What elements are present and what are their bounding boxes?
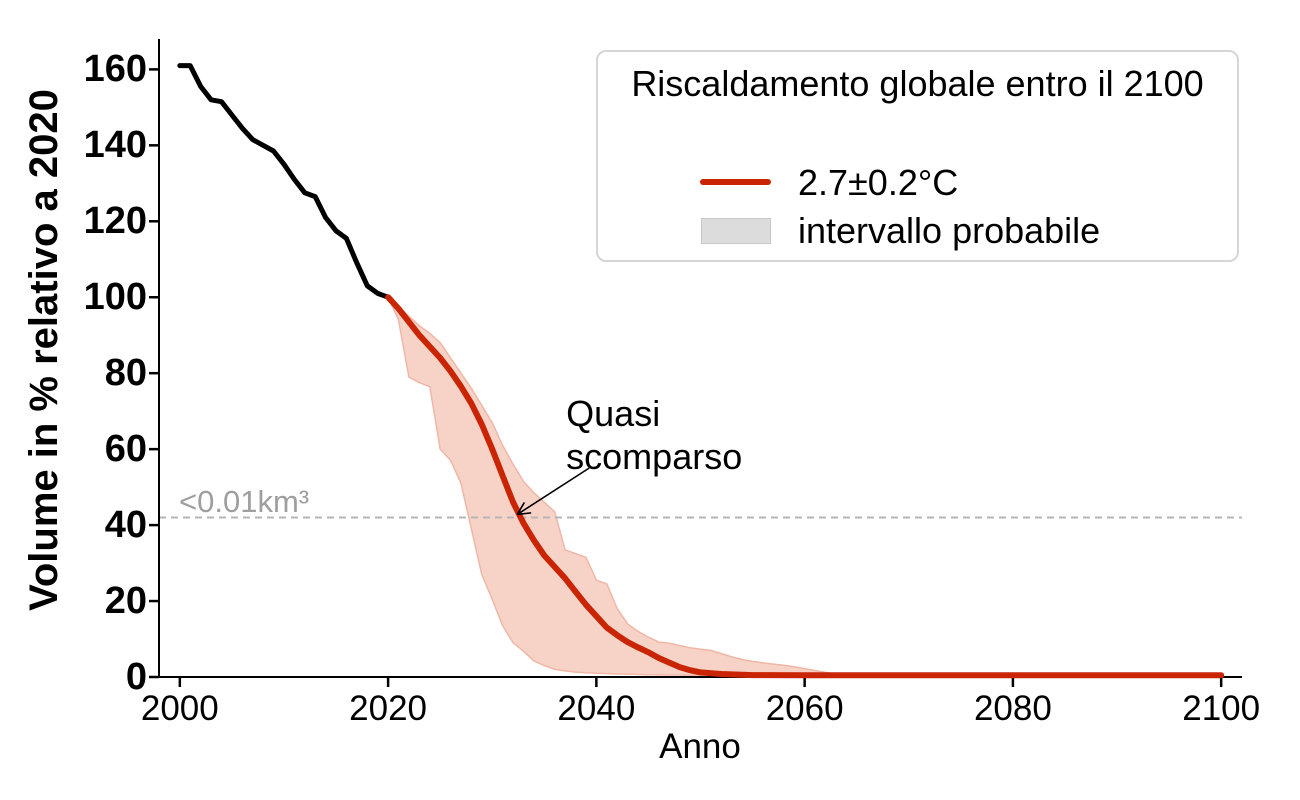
legend-item-label-band: intervallo probabile <box>798 210 1101 251</box>
annotation-line-2: scomparso <box>566 436 743 478</box>
annotation-line-1: Quasi <box>566 393 661 435</box>
x-tick-label: 2060 <box>765 689 844 728</box>
y-tick-label: 40 <box>104 504 147 547</box>
x-tick-label: 2080 <box>973 689 1052 728</box>
x-tick-label: 2100 <box>1182 689 1261 728</box>
annotation-arrowhead <box>517 512 532 516</box>
y-tick-label: 120 <box>83 200 147 243</box>
y-tick-label: 80 <box>104 352 147 395</box>
y-tick-label: 60 <box>104 428 147 471</box>
y-tick-label: 20 <box>104 580 147 623</box>
legend-title: Riscaldamento globale entro il 2100 <box>631 63 1204 104</box>
x-tick-label: 2040 <box>557 689 636 728</box>
x-tick-label: 2000 <box>140 689 219 728</box>
y-tick-label: 100 <box>83 276 147 319</box>
projection-line <box>385 294 1225 679</box>
legend-item-label-projection: 2.7±0.2°C <box>798 162 959 203</box>
x-tick-label: 2020 <box>349 689 428 728</box>
legend-line-swatch <box>700 179 771 185</box>
y-tick-label: 0 <box>125 656 147 698</box>
y-tick-label: 160 <box>83 48 147 91</box>
annotation-arrowhead <box>516 502 526 515</box>
observed-line <box>177 63 391 300</box>
x-axis-label: Anno <box>659 727 741 766</box>
uncertainty-band <box>387 296 847 677</box>
annotation-arrow <box>516 467 590 516</box>
y-tick-label: 140 <box>83 124 147 167</box>
annotation-quasi-scomparso: Quasi scomparso <box>566 392 742 478</box>
legend-patch-swatch <box>701 218 771 244</box>
legend: Riscaldamento globale entro il 2100 2.7±… <box>596 50 1239 262</box>
threshold-label: <0.01km³ <box>179 484 310 519</box>
